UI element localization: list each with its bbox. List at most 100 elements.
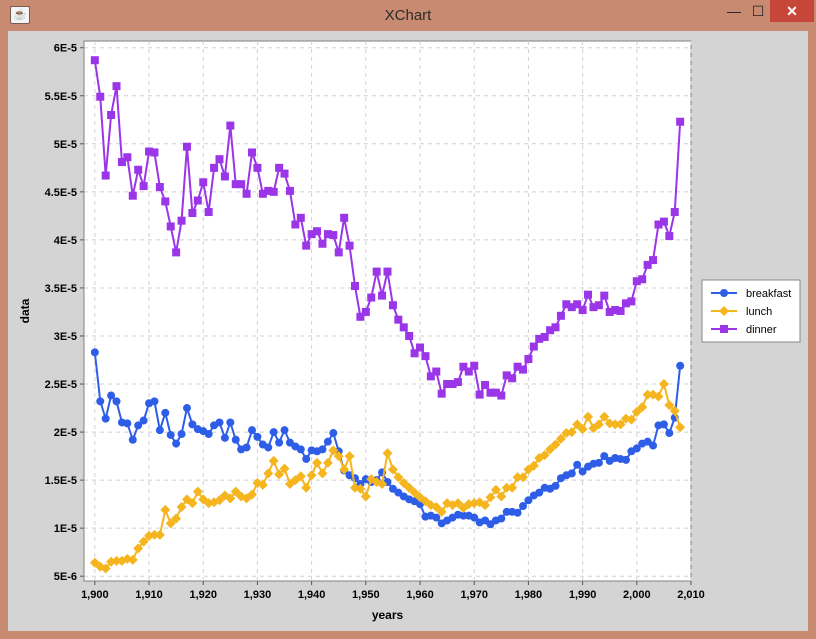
data-point-lunch: [572, 419, 583, 430]
java-cup-icon[interactable]: ☕: [10, 6, 30, 24]
data-point-lunch: [214, 495, 225, 506]
data-point-dinner: [253, 163, 262, 172]
data-point-lunch: [496, 491, 507, 502]
series-layer: [89, 56, 686, 574]
data-point-dinner: [659, 217, 668, 226]
series-lunch: [89, 379, 686, 574]
data-point-breakfast: [172, 439, 181, 448]
data-point-dinner: [318, 239, 327, 248]
data-point-dinner: [540, 332, 549, 341]
data-point-lunch: [377, 478, 388, 489]
data-point-lunch: [555, 433, 566, 444]
data-point-dinner: [594, 301, 603, 310]
data-point-dinner: [285, 186, 294, 195]
y-tick-label: 6E-5: [54, 43, 77, 55]
data-point-lunch: [599, 411, 610, 422]
data-point-dinner: [437, 389, 446, 398]
y-tick-label: 4E-5: [54, 235, 77, 247]
data-point-lunch: [593, 419, 604, 430]
data-point-dinner: [296, 213, 305, 222]
maximize-button[interactable]: ☐: [751, 3, 765, 19]
data-point-lunch: [138, 536, 149, 547]
data-point-dinner: [166, 222, 175, 231]
series-dinner: [90, 56, 685, 400]
plot-area: [83, 40, 692, 582]
data-point-dinner: [665, 232, 674, 241]
data-point-lunch: [528, 460, 539, 471]
data-point-lunch: [192, 486, 203, 497]
data-point-dinner: [215, 155, 224, 164]
data-point-dinner: [123, 153, 132, 162]
data-point-lunch: [339, 464, 350, 475]
close-button[interactable]: ✕: [770, 0, 814, 22]
data-point-lunch: [517, 472, 528, 483]
data-point-lunch: [257, 479, 268, 490]
x-tick-label: 2,000: [623, 589, 651, 601]
y-axis-ticks: 5E-6 1E-5 1.5E-5 2E-5 2.5E-5 3E-5 3.5E-5 4E-5 4.…: [45, 43, 84, 583]
data-point-lunch: [393, 472, 404, 483]
data-point-breakfast: [188, 420, 197, 429]
data-point-breakfast: [155, 426, 164, 435]
data-point-breakfast: [128, 435, 137, 444]
data-point-breakfast: [524, 496, 533, 505]
legend-marker-dinner: [720, 325, 728, 333]
data-point-lunch: [328, 445, 339, 456]
data-point-dinner: [264, 186, 273, 195]
data-point-breakfast: [497, 514, 506, 523]
data-point-breakfast: [513, 508, 522, 517]
data-point-dinner: [182, 142, 191, 151]
data-point-breakfast: [329, 429, 338, 438]
data-point-lunch: [387, 464, 398, 475]
data-point-dinner: [231, 180, 240, 189]
data-point-breakfast: [600, 452, 609, 461]
data-point-lunch: [149, 529, 160, 540]
data-point-dinner: [210, 163, 219, 172]
data-point-breakfast: [112, 397, 121, 406]
chart-panel: 1,900 1,910 1,920 1,930 1,940 1,950 1,960 1,970…: [8, 31, 808, 631]
data-point-dinner: [410, 349, 419, 358]
data-point-dinner: [356, 312, 365, 321]
data-point-dinner: [426, 372, 435, 381]
data-point-lunch: [268, 455, 279, 466]
data-point-lunch: [550, 439, 561, 450]
data-point-breakfast: [535, 488, 544, 497]
data-point-breakfast: [578, 467, 587, 476]
data-point-dinner: [242, 189, 251, 198]
data-point-breakfast: [659, 420, 668, 429]
data-point-dinner: [139, 182, 148, 191]
data-point-dinner: [275, 163, 284, 172]
data-point-dinner: [161, 197, 170, 206]
data-point-breakfast: [594, 458, 603, 467]
data-point-dinner: [475, 390, 484, 399]
data-point-lunch: [171, 513, 182, 524]
legend-marker-lunch: [719, 306, 729, 316]
data-point-dinner: [432, 367, 441, 376]
data-point-dinner: [96, 92, 105, 101]
data-point-lunch: [615, 419, 626, 430]
data-point-dinner: [237, 180, 246, 189]
data-point-dinner: [600, 291, 609, 300]
legend-box: [701, 279, 801, 343]
data-point-dinner: [378, 291, 387, 300]
data-point-dinner: [621, 299, 630, 308]
y-tick-label: 4.5E-5: [45, 187, 77, 199]
data-point-lunch: [252, 477, 263, 488]
data-point-breakfast: [90, 348, 99, 357]
data-point-lunch: [675, 422, 686, 433]
data-point-dinner: [204, 208, 213, 217]
data-point-breakfast: [220, 433, 229, 442]
window-title: XChart: [384, 7, 432, 24]
data-point-breakfast: [242, 443, 251, 452]
data-point-breakfast: [323, 437, 332, 446]
data-point-dinner: [313, 227, 322, 236]
data-point-dinner: [372, 267, 381, 276]
data-point-dinner: [470, 361, 479, 370]
data-point-dinner: [177, 216, 186, 225]
minimize-button[interactable]: —: [727, 3, 741, 19]
data-point-lunch: [512, 472, 523, 483]
data-point-breakfast: [432, 513, 441, 522]
data-point-dinner: [134, 165, 143, 174]
data-point-lunch: [490, 484, 501, 495]
data-point-dinner: [307, 230, 316, 239]
data-point-breakfast: [150, 397, 159, 406]
